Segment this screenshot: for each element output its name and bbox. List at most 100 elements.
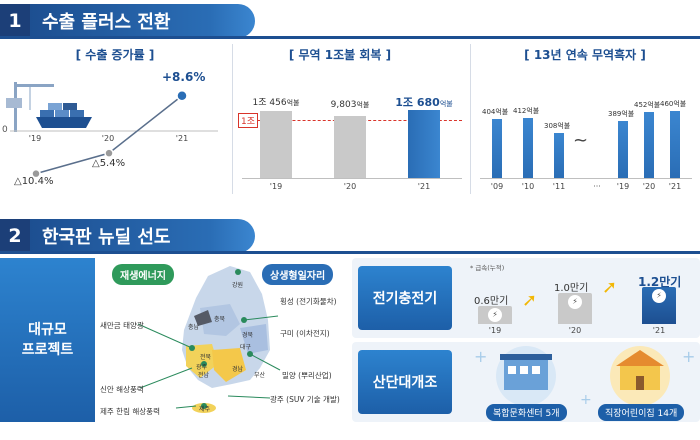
projects-label-line1: 대규모 [28, 322, 67, 338]
surplus-year-label: '19 [616, 182, 630, 191]
trade-bar [334, 115, 366, 178]
surplus-bar [670, 110, 680, 178]
projects-label-box: 대규모 프로젝트 [0, 258, 95, 422]
ev-year-label: '19 [488, 326, 502, 335]
plus-icon: + [580, 392, 592, 408]
growth-zero-label: 0 [2, 125, 8, 135]
growth-year-20: '20 [101, 134, 115, 143]
trade-chart: 1조 1조 456억불 '19 9,803억불 '20 1조 680억불 '21 [236, 60, 468, 195]
section2-number: 2 [0, 219, 30, 253]
region-gwangju: 광주 [196, 364, 208, 371]
surplus-bar [618, 121, 628, 178]
section2-header: 2 한국판 뉴딜 선도 [0, 219, 255, 253]
surplus-value-label: 389억불 [608, 110, 635, 119]
industrial-illustration: + + + [474, 346, 695, 408]
ev-value-label: 0.6만기 [474, 295, 509, 307]
region-daegu: 대구 [240, 344, 252, 351]
surplus-year-label: '09 [490, 182, 504, 191]
region-gyeongnam: 경남 [232, 366, 244, 373]
region-chungnam: 충남 [188, 324, 200, 331]
section1-header: 1 수출 플러스 전환 [0, 4, 255, 38]
project-miryang: 밀양 (뿌리산업) [282, 371, 332, 380]
project-hoengseong: 횡성 (전기화물차) [280, 297, 337, 306]
surplus-chart: ~ 404억불 '09 412억불 '10 308억불 '11 ··· 389억불 '19 452… [474, 60, 696, 195]
growth-arrow-icon: ➚ [602, 277, 618, 299]
growth-value-21: +8.6% [162, 70, 206, 84]
surplus-value-label: 452억불 [634, 101, 661, 110]
divider-2 [470, 44, 471, 194]
region-gangwon: 강원 [232, 282, 244, 289]
surplus-value-label: 404억불 [482, 108, 509, 117]
ev-charger-title: 전기충전기 [358, 266, 452, 330]
growth-arrow-icon: ➚ [522, 289, 538, 311]
ev-value-label: 1.0만기 [554, 283, 589, 295]
project-saemangeum-solar: 새만금 태양광 [100, 321, 144, 330]
ev-charger-note: * 급속(누적) [470, 264, 505, 272]
section1-rule [0, 36, 700, 39]
surplus-value-label: 412억불 [513, 106, 540, 115]
trade-bar [260, 111, 292, 178]
growth-point [31, 168, 41, 179]
surplus-year-label: '21 [668, 182, 682, 191]
plus-icon: + [474, 347, 487, 366]
section1-number: 1 [0, 4, 30, 38]
trade-value-label: 1조 680억불 [395, 96, 453, 110]
tag-win-win-jobs: 상생형일자리 [262, 264, 334, 285]
region-jeonnam: 전남 [198, 372, 210, 379]
surplus-year-label: '10 [521, 182, 535, 191]
project-sinan-wind: 신안 해상풍력 [100, 385, 144, 394]
project-jeju-wind: 제주 한림 해상풍력 [100, 407, 160, 416]
ev-charger-panel: 전기충전기 * 급속(누적) ⚡ 0.6만기 '19 ➚ ⚡ 1.0만기 '20 ➚ ⚡ 1.2만… [352, 258, 700, 338]
trade-reference-label: 1조 [238, 113, 259, 128]
trade-year-label: '19 [269, 182, 283, 191]
ev-value-label: 1.2만기 [638, 275, 682, 290]
region-chungbuk: 충북 [214, 316, 226, 323]
plus-icon: + [682, 347, 695, 366]
trade-year-label: '20 [343, 182, 357, 191]
trade-value-label: 9,803억불 [330, 99, 370, 110]
surplus-year-label: '20 [642, 182, 656, 191]
region-jeju: 제주 [199, 406, 211, 413]
ev-charger-chart: ⚡ 0.6만기 '19 ➚ ⚡ 1.0만기 '20 ➚ ⚡ 1.2만기 '21 [462, 268, 697, 336]
growth-value-19: △10.4% [14, 176, 54, 187]
korea-map-icon [137, 266, 281, 413]
surplus-value-label: 308억불 [544, 122, 571, 131]
growth-panel-title: [ 수출 증가률 ] [75, 48, 155, 62]
trade-year-label: '21 [417, 182, 431, 191]
growth-value-20: △5.4% [92, 158, 126, 169]
surplus-year-label: '11 [552, 182, 566, 191]
charger-plug-icon: ⚡ [568, 295, 582, 310]
project-gumi: 구미 (이차전지) [280, 329, 330, 338]
trade-bar [408, 110, 440, 178]
culture-center-badge: 복합문화센터 5개 [486, 404, 567, 421]
surplus-panel-title: [ 13년 연속 무역흑자 ] [524, 48, 646, 62]
surplus-axis [480, 178, 692, 179]
section2-rule [0, 251, 700, 254]
ev-year-label: '21 [652, 326, 666, 335]
surplus-bar [554, 133, 564, 178]
divider-1 [232, 44, 233, 194]
section2-title: 한국판 뉴딜 선도 [30, 219, 255, 253]
surplus-bar [523, 117, 533, 178]
region-jeonbuk: 전북 [200, 354, 212, 361]
korea-map-area: 재생에너지 상생형일자리 강원 충북 충남 경북 대구 전북 경남 전남 광주 … [100, 258, 347, 422]
region-busan: 부산 [254, 372, 266, 379]
growth-year-21: '21 [175, 134, 189, 143]
ev-year-label: '20 [568, 326, 582, 335]
growth-point [176, 89, 188, 102]
growth-chart [6, 82, 218, 179]
surplus-value-label: 460억불 [660, 99, 687, 108]
growth-year-19: '19 [28, 134, 42, 143]
project-gwangju-suv: 광주 (SUV 기술 개발) [270, 395, 340, 404]
surplus-bar [492, 119, 502, 178]
trade-value-label: 1조 456억불 [252, 98, 300, 109]
trade-panel-title: [ 무역 1조불 회복 ] [288, 48, 392, 62]
region-gyeongbuk: 경북 [242, 332, 254, 339]
industrial-complex-title: 산단대개조 [358, 350, 452, 414]
port-crane-icon [6, 82, 92, 132]
tag-renewable-energy: 재생에너지 [112, 264, 174, 285]
charger-plug-icon: ⚡ [488, 307, 502, 322]
growth-point [104, 148, 114, 158]
surplus-tilde: ~ [573, 130, 589, 151]
daycare-badge: 직장어린이집 14개 [598, 404, 685, 421]
